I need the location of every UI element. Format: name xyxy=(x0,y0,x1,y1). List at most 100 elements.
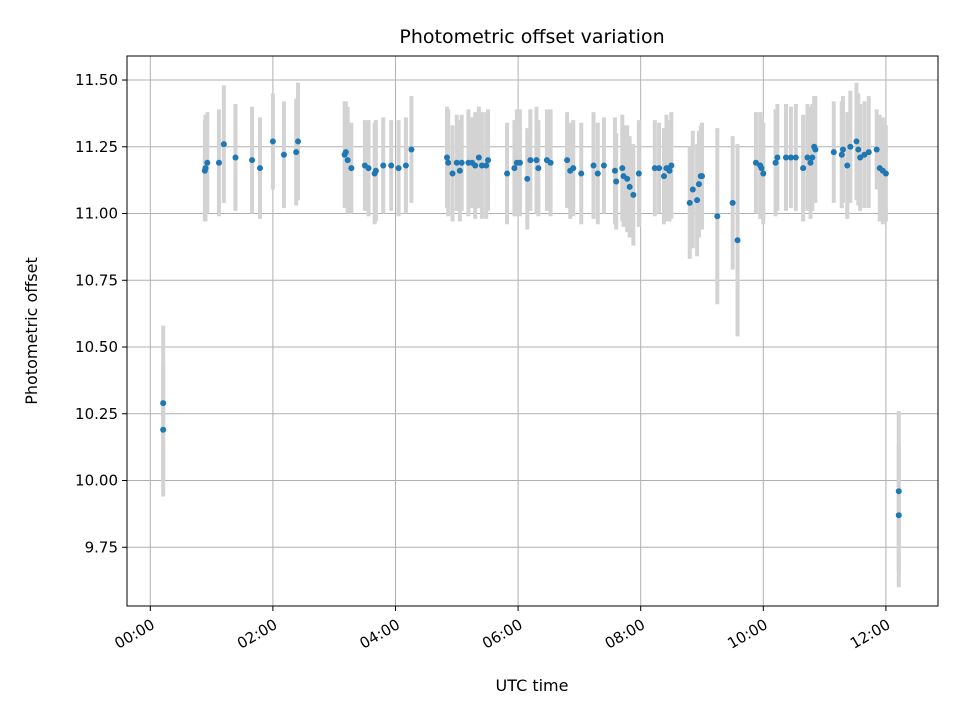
data-point xyxy=(524,175,531,182)
data-point xyxy=(651,165,658,172)
data-point xyxy=(695,181,702,188)
y-tick-label: 11.25 xyxy=(75,138,118,156)
data-point xyxy=(564,157,571,164)
data-point xyxy=(656,165,663,172)
y-tick-label: 10.00 xyxy=(75,472,118,490)
data-point xyxy=(483,162,490,169)
data-point xyxy=(215,159,222,166)
data-point xyxy=(698,173,705,180)
plot-area-frame xyxy=(126,55,939,607)
data-point xyxy=(511,165,518,172)
y-tick-label: 9.75 xyxy=(85,538,118,556)
data-point xyxy=(342,149,349,156)
data-point xyxy=(472,162,479,169)
data-point xyxy=(220,141,227,148)
data-point xyxy=(456,167,463,174)
data-point xyxy=(660,173,667,180)
data-point xyxy=(578,170,585,177)
data-point xyxy=(527,157,534,164)
data-point xyxy=(365,165,372,172)
data-point xyxy=(895,488,902,495)
data-point xyxy=(686,199,693,206)
data-point xyxy=(635,170,642,177)
data-point xyxy=(865,149,872,156)
data-point xyxy=(458,159,465,166)
data-point xyxy=(204,159,211,166)
data-point xyxy=(694,197,701,204)
data-point xyxy=(844,162,851,169)
data-point xyxy=(449,170,456,177)
data-point xyxy=(293,149,300,156)
data-point xyxy=(402,162,409,169)
data-point xyxy=(630,191,637,198)
data-point xyxy=(668,162,675,169)
data-point xyxy=(535,165,542,172)
data-point xyxy=(882,170,889,177)
data-point xyxy=(772,159,779,166)
data-point xyxy=(232,154,239,161)
data-point xyxy=(800,165,807,172)
data-points xyxy=(160,138,902,519)
data-point xyxy=(624,175,631,182)
data-point xyxy=(380,162,387,169)
data-point xyxy=(570,165,577,172)
data-point xyxy=(388,162,395,169)
data-point xyxy=(774,154,781,161)
grid xyxy=(127,56,938,606)
data-point xyxy=(504,170,511,177)
data-point xyxy=(160,426,167,433)
data-point xyxy=(857,154,864,161)
data-point xyxy=(809,154,816,161)
data-point xyxy=(812,146,819,153)
data-point xyxy=(516,159,523,166)
data-point xyxy=(533,157,540,164)
data-point xyxy=(853,138,860,145)
data-point xyxy=(348,165,355,172)
data-point xyxy=(729,199,736,206)
data-point xyxy=(839,146,846,153)
data-point xyxy=(590,162,597,169)
data-point xyxy=(445,159,452,166)
data-point xyxy=(295,138,302,145)
y-tick-label: 11.50 xyxy=(75,71,118,89)
data-point xyxy=(787,154,794,161)
data-point xyxy=(249,157,256,164)
data-point xyxy=(443,154,450,161)
data-point xyxy=(861,151,868,158)
data-point xyxy=(475,154,482,161)
data-point xyxy=(269,138,276,145)
data-point xyxy=(344,157,351,164)
data-point xyxy=(752,159,759,166)
data-point xyxy=(734,237,741,244)
data-point xyxy=(485,157,492,164)
data-point xyxy=(613,178,620,185)
data-point xyxy=(689,186,696,193)
data-point xyxy=(160,400,167,407)
y-tick-label: 11.00 xyxy=(75,205,118,223)
data-point xyxy=(600,162,607,169)
data-point xyxy=(807,159,814,166)
data-point xyxy=(280,151,287,158)
y-tick-label: 10.75 xyxy=(75,271,118,289)
y-axis-title: Photometric offset xyxy=(22,257,41,405)
data-point xyxy=(804,154,811,161)
y-tick-label: 10.25 xyxy=(75,405,118,423)
data-point xyxy=(830,149,837,156)
data-point xyxy=(666,167,673,174)
data-point xyxy=(408,146,415,153)
data-point xyxy=(855,146,862,153)
data-point xyxy=(895,512,902,519)
data-point xyxy=(758,165,765,172)
data-point xyxy=(611,167,618,174)
data-point xyxy=(847,143,854,150)
data-point xyxy=(478,162,485,169)
data-point xyxy=(395,165,402,172)
data-point xyxy=(626,183,633,190)
x-axis-title: UTC time xyxy=(496,676,569,695)
data-point xyxy=(782,154,789,161)
data-point xyxy=(453,159,460,166)
data-point xyxy=(714,213,721,220)
chart-title: Photometric offset variation xyxy=(399,26,664,48)
data-point xyxy=(838,151,845,158)
